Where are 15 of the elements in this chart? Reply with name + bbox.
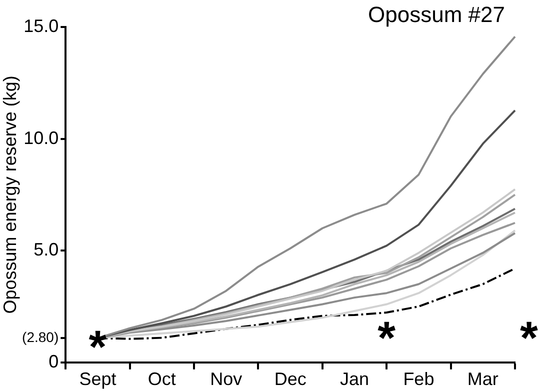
chart-title: Opossum #27	[368, 2, 505, 28]
text: (2.80)	[22, 328, 59, 345]
x-tick-label: Dec	[274, 369, 306, 390]
y-axis-title: Opossum energy reserve (kg)	[0, 76, 20, 314]
text: *	[520, 312, 538, 364]
y-tick-label: 0	[48, 351, 59, 372]
x-tick-label: Feb	[403, 369, 434, 390]
x-tick-label: Nov	[210, 369, 242, 390]
y-tick-label: 15.0	[24, 16, 59, 36]
annotation: *	[378, 312, 396, 364]
x-tick-label: Jan	[340, 369, 370, 390]
y-tick-label: 10.0	[24, 128, 59, 148]
x-tick-label: Mar	[467, 369, 498, 390]
y-tick-label: 5.0	[34, 240, 59, 260]
x-tick-label: Oct	[148, 369, 176, 390]
